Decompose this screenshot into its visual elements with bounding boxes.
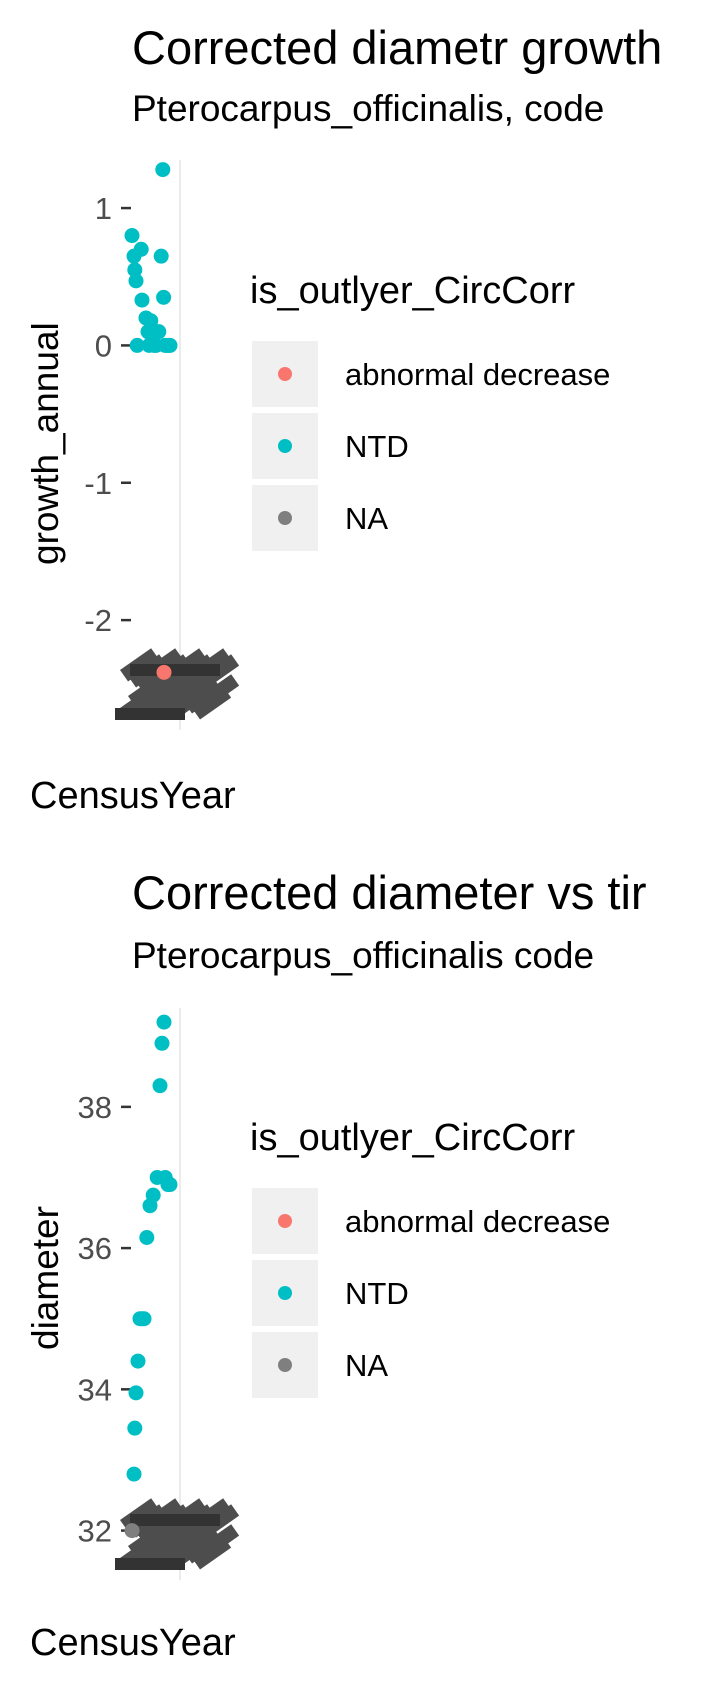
legend-dot-icon xyxy=(278,1286,292,1300)
data-point xyxy=(152,1078,168,1094)
y-tick-label: -2 xyxy=(84,603,112,638)
data-point xyxy=(156,1014,172,1030)
data-point xyxy=(126,1466,142,1482)
x-tick-label-smudge xyxy=(200,674,240,708)
data-point xyxy=(139,1230,155,1246)
chart-1-legend-label-na: NA xyxy=(345,501,389,536)
data-point xyxy=(136,1311,152,1327)
x-tick-label-smudge xyxy=(128,674,168,708)
legend-dot-icon xyxy=(278,1358,292,1372)
x-tick-label-smudge xyxy=(127,1524,168,1558)
data-point xyxy=(133,241,149,257)
legend-dot-icon xyxy=(278,511,292,525)
chart-2-legend-key-na xyxy=(252,1332,318,1398)
data-point xyxy=(130,1353,146,1369)
data-point xyxy=(124,228,140,244)
x-tick-label-smudge xyxy=(176,674,216,708)
x-tick-label-smudge xyxy=(130,1514,220,1526)
series-ntd xyxy=(124,162,178,353)
chart-2-legend-title: is_outlyer_CircCorr xyxy=(250,1117,576,1159)
x-tick-label-smudge xyxy=(152,674,192,708)
series-na xyxy=(124,1523,140,1539)
data-point xyxy=(128,1385,144,1401)
data-point xyxy=(154,1035,170,1051)
chart-1-legend-title: is_outlyer_CircCorr xyxy=(250,270,576,312)
chart-1-legend-label-abnormal: abnormal decrease xyxy=(345,357,611,392)
data-point xyxy=(124,1523,140,1539)
chart-2-legend-key-abnormal xyxy=(252,1188,318,1254)
data-point xyxy=(127,262,143,278)
chart-1-legend-key-na xyxy=(252,485,318,551)
chart-2-legend-label-ntd: NTD xyxy=(345,1276,409,1311)
chart-1-legend-label-ntd: NTD xyxy=(345,429,409,464)
x-tick-label-smudge xyxy=(152,1524,192,1558)
chart-1-title: Corrected diametr growth xyxy=(132,21,663,74)
chart-2-title: Corrected diameter vs tir xyxy=(132,866,647,919)
y-tick-label: 1 xyxy=(95,191,112,226)
data-point xyxy=(162,1177,178,1193)
chart-1-plot: 1 0 -1 -2 xyxy=(84,160,240,730)
chart-2-xlabel: CensusYear xyxy=(30,1622,236,1664)
chart-2-legend-key-ntd xyxy=(252,1260,318,1326)
chart-1-legend-key-ntd xyxy=(252,413,318,479)
chart-2-legend-label-na: NA xyxy=(345,1348,389,1383)
y-tick-label: 34 xyxy=(78,1372,112,1407)
x-tick-label-smudge xyxy=(130,664,220,676)
legend-dot-icon xyxy=(278,1214,292,1228)
chart-2-plot: 38 36 34 32 xyxy=(78,1008,240,1580)
data-point xyxy=(156,664,172,680)
y-tick-label: 32 xyxy=(78,1514,112,1549)
chart-1-legend-key-abnormal xyxy=(252,341,318,407)
data-point xyxy=(151,324,167,340)
series-abnormal-decrease xyxy=(156,664,172,680)
data-point xyxy=(128,273,144,289)
data-point xyxy=(134,292,150,308)
data-point xyxy=(143,313,159,329)
y-tick-label: 36 xyxy=(78,1231,112,1266)
x-tick-label-smudge xyxy=(115,708,185,720)
series-ntd xyxy=(126,1014,178,1482)
x-tick-label-smudge xyxy=(199,1524,240,1558)
data-point xyxy=(156,289,172,305)
y-tick-label: 0 xyxy=(95,328,112,363)
legend-dot-icon xyxy=(278,439,292,453)
data-point xyxy=(153,248,169,264)
chart-2-legend-label-abnormal: abnormal decrease xyxy=(345,1204,611,1239)
data-point xyxy=(127,1420,143,1436)
y-tick-label: 38 xyxy=(78,1090,112,1125)
chart-1-subtitle: Pterocarpus_officinalis, code xyxy=(132,88,605,129)
data-point xyxy=(162,337,178,353)
data-point xyxy=(129,337,145,353)
legend-dot-icon xyxy=(278,367,292,381)
chart-2-subtitle: Pterocarpus_officinalis code xyxy=(132,935,595,976)
x-tick-label-smudge xyxy=(175,1524,216,1558)
data-point xyxy=(155,162,171,178)
chart-1-xlabel: CensusYear xyxy=(30,775,236,817)
y-tick-label: -1 xyxy=(84,466,112,501)
data-point xyxy=(145,1187,161,1203)
x-tick-label-smudge xyxy=(115,1558,185,1570)
